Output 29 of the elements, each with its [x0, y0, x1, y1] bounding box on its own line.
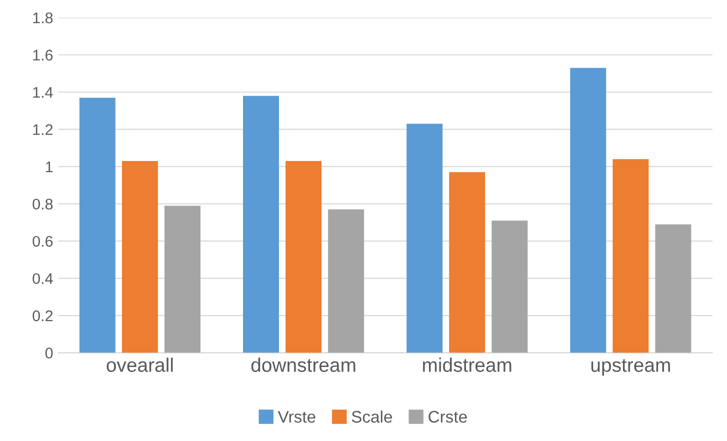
y-tick-label: 0.6	[32, 236, 53, 247]
x-tick-label: downstream	[251, 358, 356, 372]
y-tick-label: 1.8	[33, 12, 53, 24]
y-tick-label: 1	[46, 162, 53, 172]
y-tick-label: 1.2	[33, 124, 53, 135]
y-tick-label: 0.4	[32, 273, 53, 284]
bar	[406, 124, 443, 353]
x-tick-label: upstream	[591, 359, 670, 376]
y-tick-label: 1.6	[33, 50, 53, 61]
legend-label: Scale	[352, 410, 392, 423]
bar	[449, 172, 486, 353]
y-tick-label: 0.8	[32, 198, 53, 210]
bar	[164, 206, 200, 353]
x-tick-label: ovearall	[106, 358, 173, 372]
bar	[492, 220, 528, 353]
y-tick-label: 0.2	[32, 310, 53, 322]
bar	[79, 98, 116, 353]
x-tick-label: midstream	[423, 358, 512, 372]
bar	[286, 161, 322, 353]
y-tick-label: 1.4	[33, 87, 53, 98]
legend-label: Vrste	[278, 411, 316, 423]
y-tick-label: 0	[45, 348, 53, 358]
bar	[570, 68, 606, 353]
bar	[655, 224, 692, 353]
bar	[328, 209, 364, 353]
bar	[612, 159, 649, 353]
legend-label: Crste	[428, 410, 467, 423]
bar	[122, 161, 158, 353]
bar	[243, 96, 279, 353]
